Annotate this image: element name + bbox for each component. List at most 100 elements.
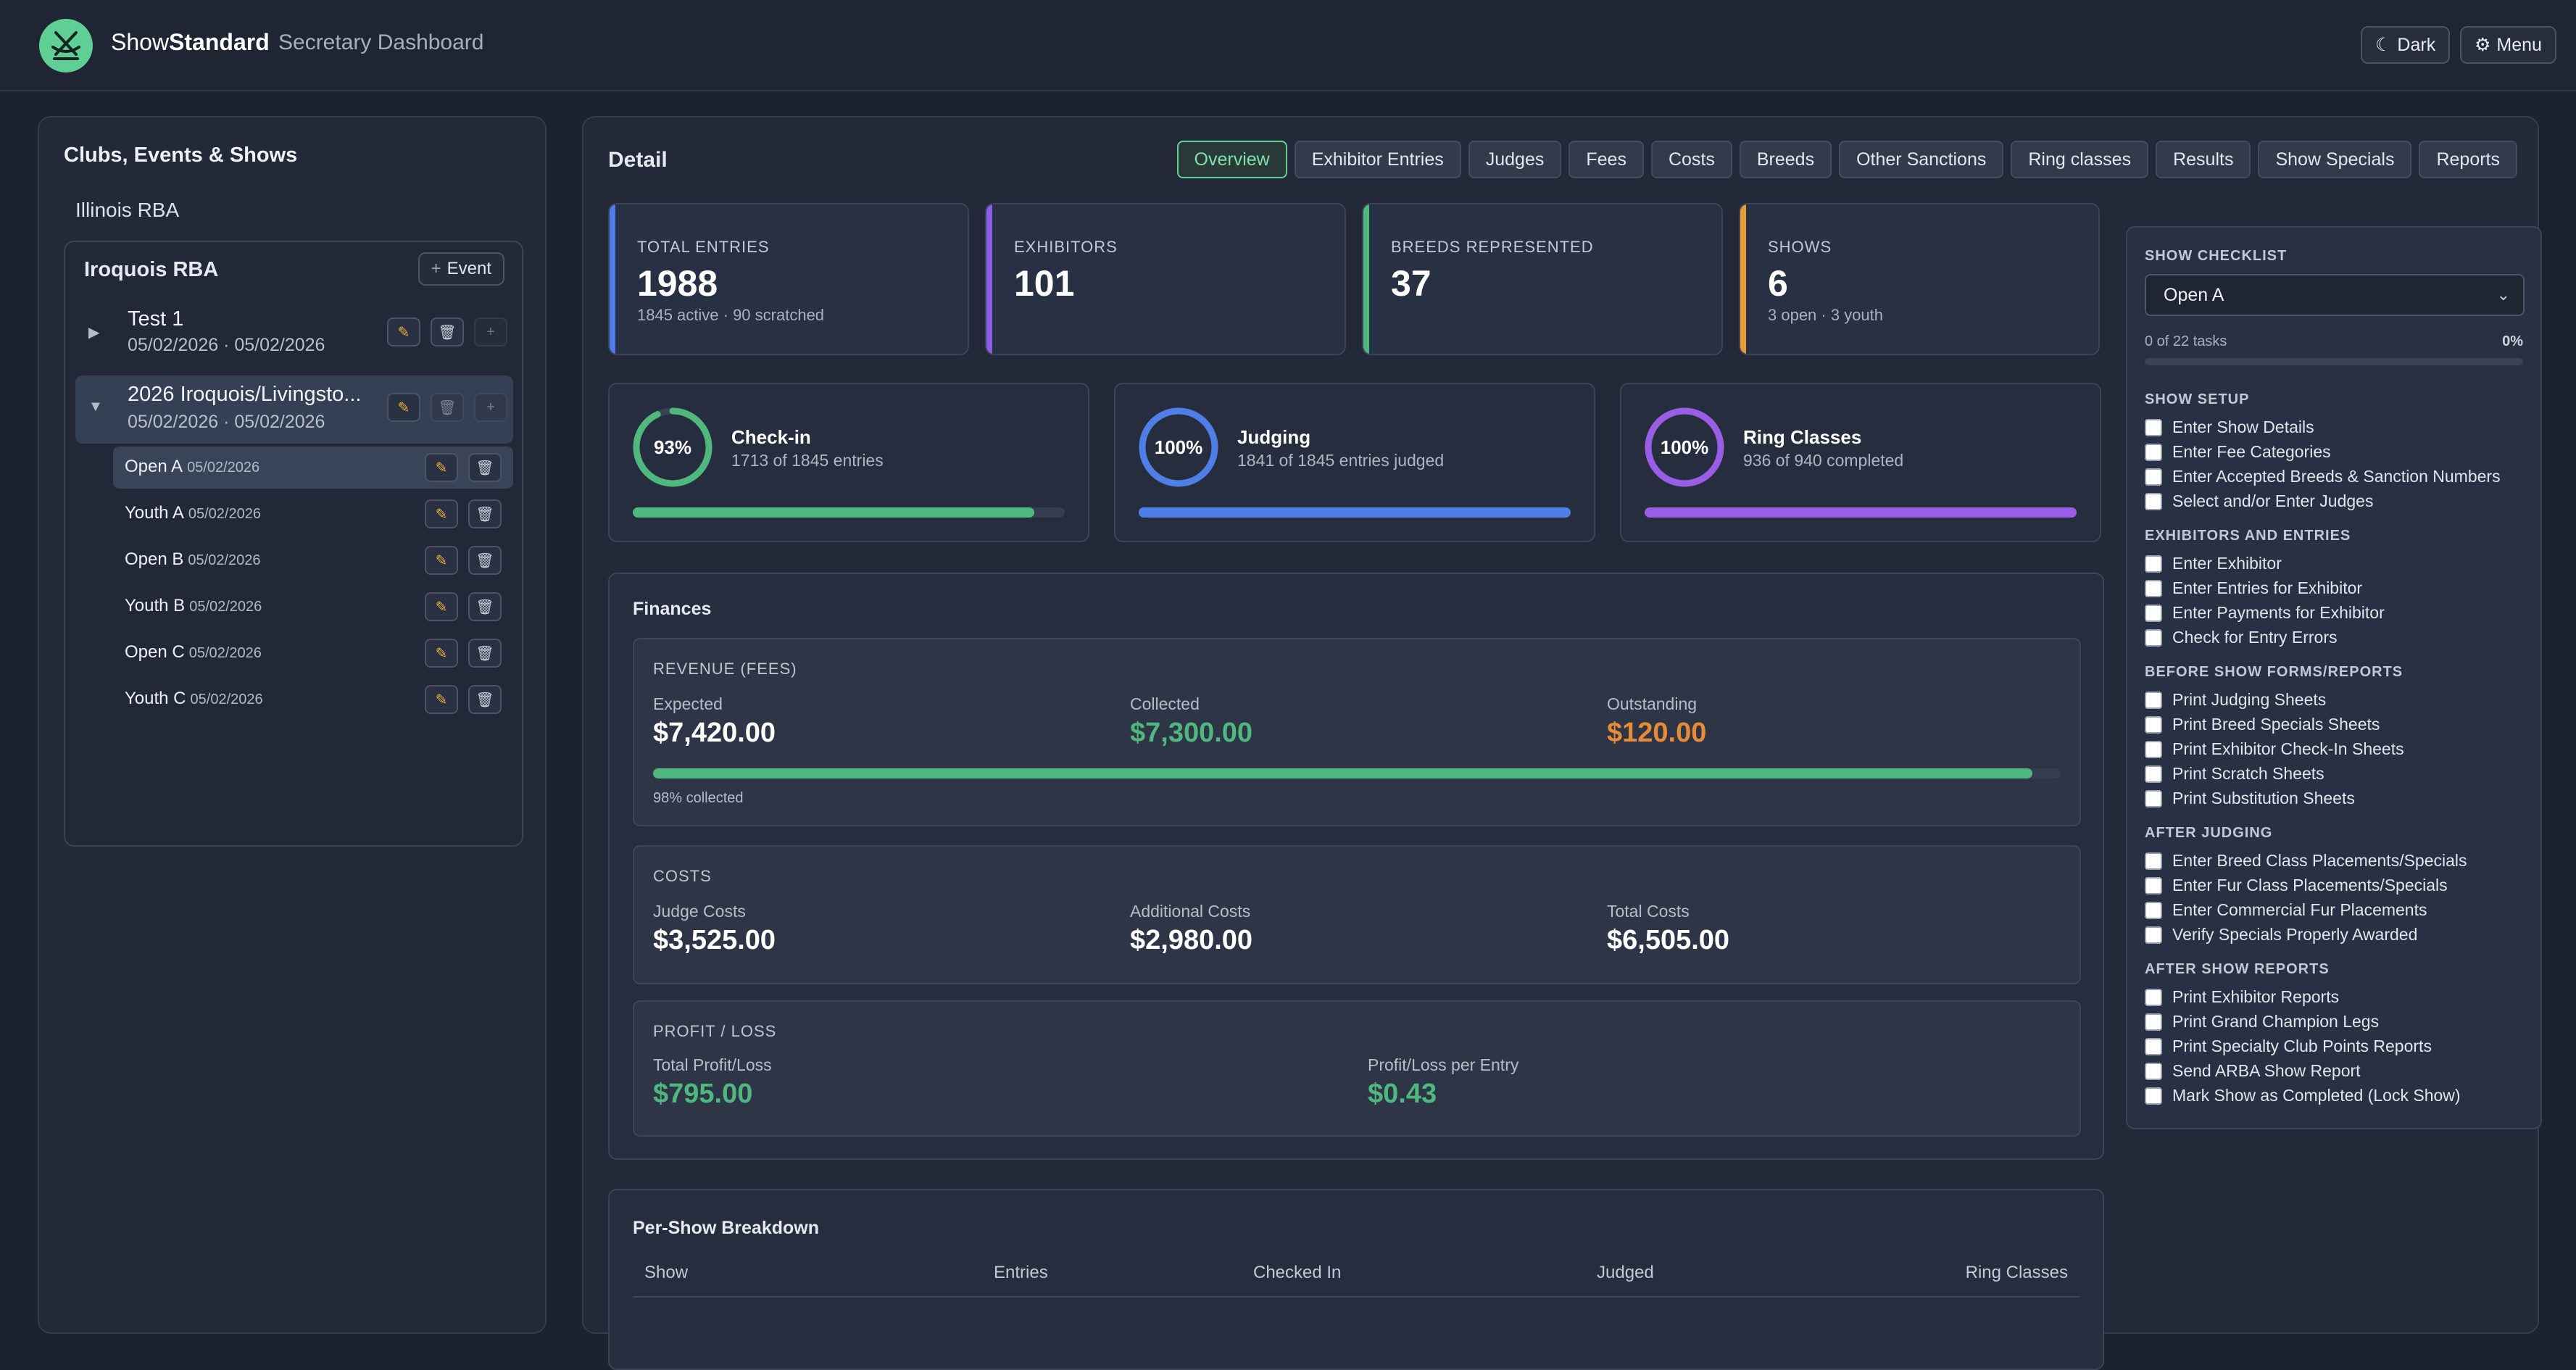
checklist-item[interactable]: Check for Entry Errors bbox=[2145, 628, 2338, 647]
tab-breeds[interactable]: Breeds bbox=[1739, 141, 1832, 178]
checkbox[interactable] bbox=[2145, 715, 2162, 734]
caret-right-icon[interactable]: ▶ bbox=[88, 325, 100, 341]
tab-results[interactable]: Results bbox=[2156, 141, 2251, 178]
event-row-selected[interactable]: ▼ 2026 Iroquois/Livingsto... 05/02/2026 … bbox=[75, 375, 513, 444]
checklist-item[interactable]: Print Scratch Sheets bbox=[2145, 764, 2324, 784]
delete-show-button[interactable]: 🗑 bbox=[468, 685, 502, 714]
delete-event-button[interactable]: 🗑 bbox=[431, 317, 464, 346]
tab-show-specials[interactable]: Show Specials bbox=[2258, 141, 2412, 178]
column-header[interactable]: Judged bbox=[1597, 1263, 1654, 1282]
stat-value: 37 bbox=[1391, 263, 1432, 304]
checklist-item[interactable]: Print Exhibitor Check-In Sheets bbox=[2145, 739, 2404, 759]
edit-show-button[interactable]: ✎ bbox=[425, 453, 458, 482]
checklist-item[interactable]: Enter Exhibitor bbox=[2145, 554, 2282, 573]
add-event-button[interactable]: + Event bbox=[417, 252, 504, 286]
checklist-item[interactable]: Enter Fee Categories bbox=[2145, 442, 2331, 462]
tab-exhibitor-entries[interactable]: Exhibitor Entries bbox=[1294, 141, 1461, 178]
caret-down-icon[interactable]: ▼ bbox=[88, 399, 103, 415]
edit-event-button[interactable]: ✎ bbox=[387, 393, 420, 422]
trash-icon: 🗑 bbox=[438, 324, 457, 341]
checklist-item[interactable]: Enter Breed Class Placements/Specials bbox=[2145, 851, 2467, 871]
checkbox[interactable] bbox=[2145, 789, 2162, 808]
edit-show-button[interactable]: ✎ bbox=[425, 499, 458, 528]
pencil-icon: ✎ bbox=[435, 552, 448, 569]
checkbox[interactable] bbox=[2145, 1062, 2162, 1080]
checklist-item[interactable]: Select and/or Enter Judges bbox=[2145, 491, 2373, 511]
checkbox[interactable] bbox=[2145, 443, 2162, 461]
checkbox[interactable] bbox=[2145, 418, 2162, 436]
column-header[interactable]: Ring Classes bbox=[1965, 1263, 2068, 1282]
add-show-button[interactable]: + bbox=[474, 317, 507, 346]
checklist-item[interactable]: Mark Show as Completed (Lock Show) bbox=[2145, 1086, 2461, 1105]
tab-bar: Overview Exhibitor Entries Judges Fees Costs… bbox=[1176, 141, 2517, 178]
checkbox[interactable] bbox=[2145, 691, 2162, 709]
tab-ring-classes[interactable]: Ring classes bbox=[2011, 141, 2149, 178]
tab-other-sanctions[interactable]: Other Sanctions bbox=[1839, 141, 2004, 178]
checkbox[interactable] bbox=[2145, 852, 2162, 870]
show-row[interactable]: Open A 05/02/2026 ✎ 🗑 bbox=[113, 447, 513, 489]
checkbox[interactable] bbox=[2145, 555, 2162, 573]
show-row[interactable]: Open B 05/02/2026 ✎ 🗑 bbox=[113, 539, 513, 581]
progress-bar-fill bbox=[1139, 507, 1571, 518]
checkbox[interactable] bbox=[2145, 579, 2162, 597]
delete-show-button[interactable]: 🗑 bbox=[468, 639, 502, 668]
checklist-item[interactable]: Print Grand Champion Legs bbox=[2145, 1012, 2379, 1031]
checkbox[interactable] bbox=[2145, 1013, 2162, 1031]
column-header[interactable]: Entries bbox=[994, 1263, 1048, 1282]
delete-show-button[interactable]: 🗑 bbox=[468, 592, 502, 621]
checklist-item[interactable]: Enter Fur Class Placements/Specials bbox=[2145, 876, 2448, 895]
column-header[interactable]: Show bbox=[644, 1263, 689, 1282]
checkbox[interactable] bbox=[2145, 628, 2162, 647]
checklist-item[interactable]: Send ARBA Show Report bbox=[2145, 1061, 2361, 1081]
column-header[interactable]: Checked In bbox=[1253, 1263, 1342, 1282]
checklist-item[interactable]: Print Breed Specials Sheets bbox=[2145, 715, 2380, 734]
show-select[interactable]: Open A ⌄ bbox=[2145, 274, 2525, 316]
checkbox[interactable] bbox=[2145, 740, 2162, 758]
show-date: 05/02/2026 bbox=[188, 506, 261, 522]
checkbox[interactable] bbox=[2145, 765, 2162, 783]
delete-show-button[interactable]: 🗑 bbox=[468, 453, 502, 482]
checklist-item[interactable]: Enter Entries for Exhibitor bbox=[2145, 578, 2362, 598]
delete-show-button[interactable]: 🗑 bbox=[468, 499, 502, 528]
tab-overview[interactable]: Overview bbox=[1176, 141, 1287, 178]
edit-show-button[interactable]: ✎ bbox=[425, 546, 458, 575]
edit-show-button[interactable]: ✎ bbox=[425, 592, 458, 621]
checklist-item[interactable]: Enter Commercial Fur Placements bbox=[2145, 900, 2427, 920]
menu-button[interactable]: ⚙ Menu bbox=[2460, 26, 2556, 64]
show-row[interactable]: Youth B 05/02/2026 ✎ 🗑 bbox=[113, 586, 513, 628]
tab-costs[interactable]: Costs bbox=[1650, 141, 1732, 178]
checklist-item[interactable]: Enter Show Details bbox=[2145, 418, 2314, 437]
delete-event-button[interactable]: 🗑 bbox=[431, 393, 464, 422]
edit-event-button[interactable]: ✎ bbox=[387, 317, 420, 346]
show-row[interactable]: Youth A 05/02/2026 ✎ 🗑 bbox=[113, 493, 513, 535]
show-row[interactable]: Youth C 05/02/2026 ✎ 🗑 bbox=[113, 678, 513, 721]
tab-judges[interactable]: Judges bbox=[1468, 141, 1562, 178]
show-row[interactable]: Open C 05/02/2026 ✎ 🗑 bbox=[113, 632, 513, 674]
delete-show-button[interactable]: 🗑 bbox=[468, 546, 502, 575]
add-show-button[interactable]: + bbox=[474, 393, 507, 422]
edit-show-button[interactable]: ✎ bbox=[425, 639, 458, 668]
checklist-item[interactable]: Print Judging Sheets bbox=[2145, 690, 2326, 710]
event-row[interactable]: ▶ Test 1 05/02/2026 · 05/02/2026 ✎ 🗑 + bbox=[75, 303, 513, 362]
checklist-item[interactable]: Enter Accepted Breeds & Sanction Numbers bbox=[2145, 467, 2501, 486]
checkbox[interactable] bbox=[2145, 1037, 2162, 1055]
dark-mode-button[interactable]: ☾ Dark bbox=[2361, 26, 2451, 64]
checkbox[interactable] bbox=[2145, 1087, 2162, 1105]
checklist-item[interactable]: Verify Specials Properly Awarded bbox=[2145, 925, 2417, 945]
edit-show-button[interactable]: ✎ bbox=[425, 685, 458, 714]
club-item[interactable]: Illinois RBA bbox=[75, 199, 180, 221]
checkbox[interactable] bbox=[2145, 492, 2162, 510]
checkbox[interactable] bbox=[2145, 876, 2162, 894]
checkbox[interactable] bbox=[2145, 901, 2162, 919]
tab-reports[interactable]: Reports bbox=[2419, 141, 2517, 178]
checklist-item[interactable]: Print Specialty Club Points Reports bbox=[2145, 1037, 2432, 1056]
checkbox[interactable] bbox=[2145, 468, 2162, 486]
checkbox[interactable] bbox=[2145, 604, 2162, 622]
checkbox[interactable] bbox=[2145, 988, 2162, 1006]
checklist-item[interactable]: Print Exhibitor Reports bbox=[2145, 987, 2339, 1007]
tab-fees[interactable]: Fees bbox=[1569, 141, 1644, 178]
checklist-item[interactable]: Enter Payments for Exhibitor bbox=[2145, 603, 2385, 623]
checkbox[interactable] bbox=[2145, 926, 2162, 944]
checklist-item-label: Print Exhibitor Reports bbox=[2172, 987, 2340, 1006]
checklist-item[interactable]: Print Substitution Sheets bbox=[2145, 789, 2355, 808]
